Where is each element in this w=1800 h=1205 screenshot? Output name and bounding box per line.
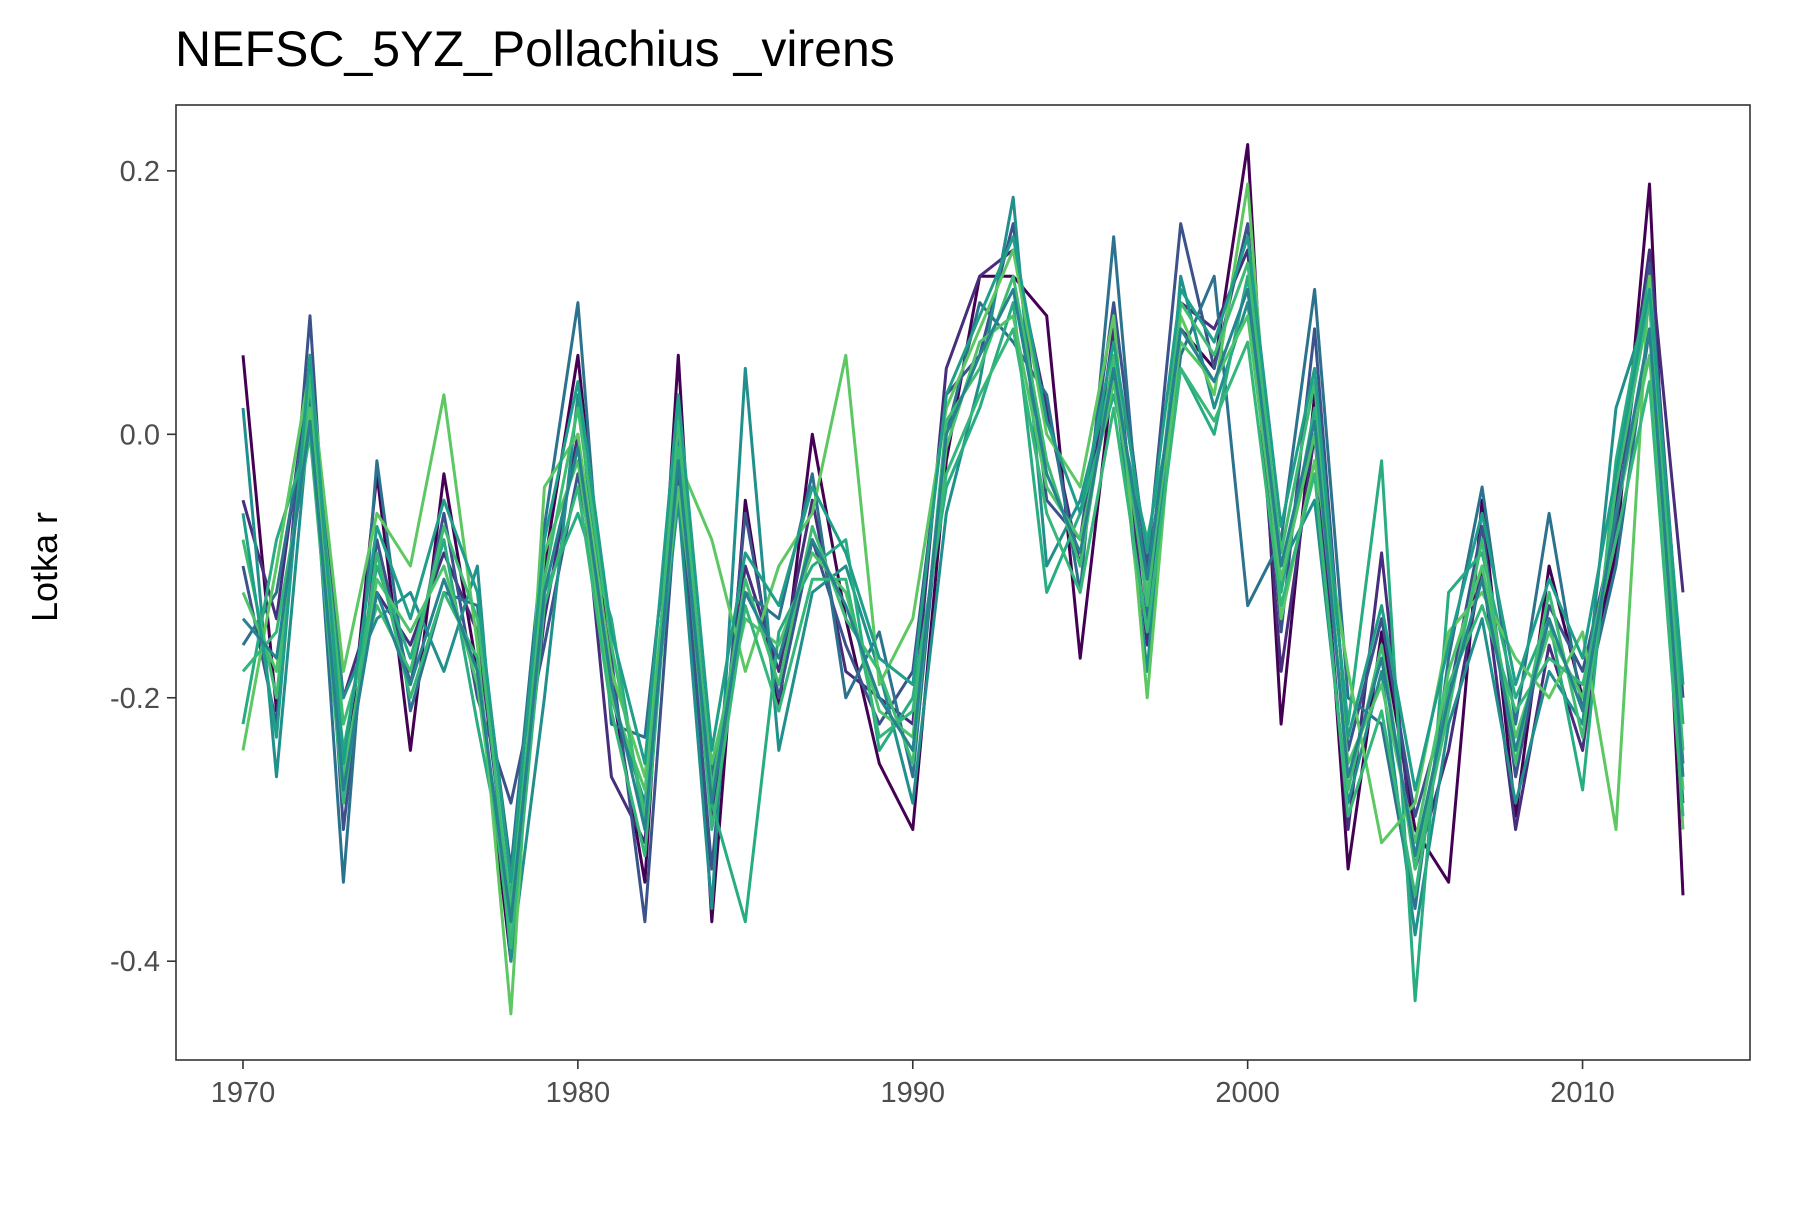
series-lines (241, 143, 1685, 1016)
series-line-5 (241, 195, 1685, 963)
y-axis: 0.2 0.0 -0.2 -0.4 (110, 156, 176, 978)
chart-title: NEFSC_5YZ_Pollachius _virens (175, 21, 895, 77)
series-line-11 (241, 235, 1685, 884)
y-tick-label: -0.2 (110, 683, 160, 715)
y-tick-label: -0.4 (110, 946, 160, 978)
y-tick-label: 0.0 (120, 419, 160, 451)
x-axis: 1970 1980 1990 2000 2010 (211, 1060, 1615, 1109)
x-tick-label: 2000 (1215, 1077, 1280, 1109)
series-line-1 (241, 143, 1685, 963)
series-line-10 (241, 327, 1685, 950)
series-line-12 (241, 287, 1685, 924)
x-tick-label: 1980 (546, 1077, 611, 1109)
x-tick-label: 1970 (211, 1077, 276, 1109)
x-tick-label: 1990 (881, 1077, 946, 1109)
y-tick-label: 0.2 (120, 156, 160, 188)
y-axis-title: Lotka r (24, 512, 65, 622)
plot-panel (175, 104, 1751, 1061)
x-tick-label: 2010 (1550, 1077, 1615, 1109)
series-line-2 (241, 248, 1685, 910)
